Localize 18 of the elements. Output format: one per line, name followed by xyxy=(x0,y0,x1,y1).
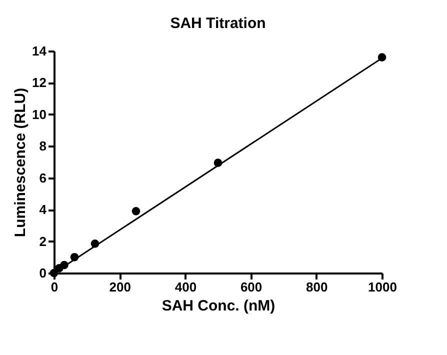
x-tick-label: 800 xyxy=(306,280,328,294)
chart-title: SAH Titration xyxy=(170,15,266,32)
x-tick-label: 600 xyxy=(240,280,262,294)
x-tick-label: 1000 xyxy=(368,280,397,294)
y-tick-label: 4 xyxy=(39,202,48,218)
y-axis-title: Luminescence (RLU) xyxy=(12,88,30,238)
point xyxy=(132,206,140,216)
x-tick-label: 200 xyxy=(109,280,131,294)
y-tick-label: 2 xyxy=(39,234,46,249)
x-axis-title: SAH Conc. (nM) xyxy=(162,298,276,314)
x-tick-label: 0 xyxy=(50,280,58,294)
y-tick-label: 14 xyxy=(32,44,48,58)
x-tick-label: 400 xyxy=(174,280,197,294)
y-tick-label: 0 xyxy=(39,266,46,280)
y-tick-label: 6 xyxy=(39,170,46,186)
y-tick-label: 10 xyxy=(32,106,46,122)
y-tick-label: 8 xyxy=(39,138,46,154)
y-tick-label: 12 xyxy=(32,75,46,90)
